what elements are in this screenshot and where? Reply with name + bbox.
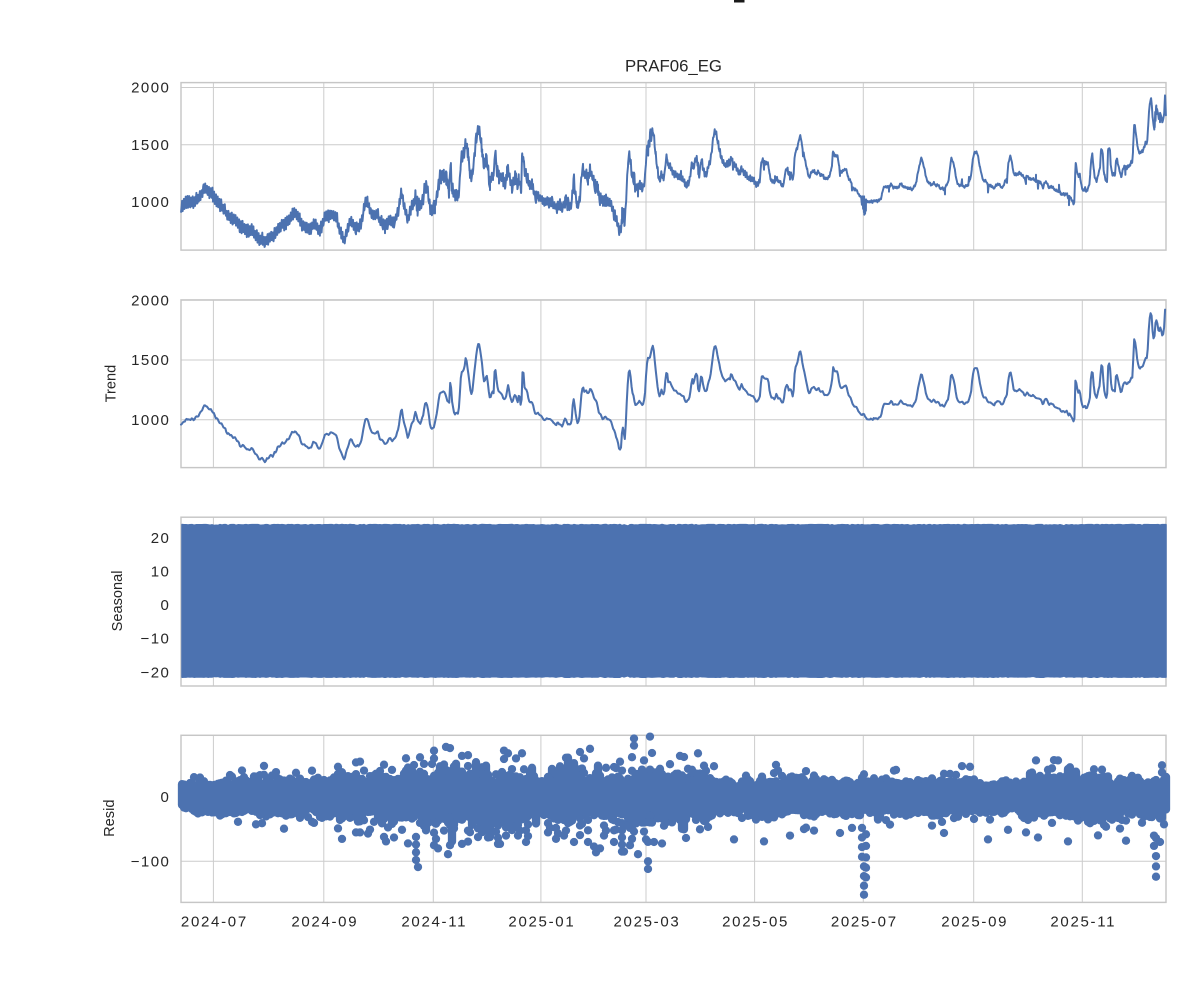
svg-text:2000: 2000 (131, 80, 170, 97)
svg-text:2024-11: 2024-11 (401, 913, 467, 930)
svg-text:PRAF06_EG: PRAF06_EG (625, 57, 722, 76)
svg-text:10: 10 (151, 564, 171, 581)
svg-text:1000: 1000 (131, 412, 170, 429)
svg-text:Seasonal: Seasonal (110, 570, 126, 631)
svg-text:0: 0 (161, 597, 171, 614)
svg-text:Trend: Trend (104, 365, 120, 403)
svg-text:−100: −100 (131, 854, 171, 871)
svg-text:2025-11: 2025-11 (1050, 913, 1116, 930)
svg-text:1500: 1500 (131, 137, 170, 154)
svg-text:−10: −10 (141, 631, 171, 648)
svg-text:1500: 1500 (131, 352, 170, 369)
svg-text:2025-05: 2025-05 (722, 913, 789, 930)
svg-text:2025-01: 2025-01 (508, 913, 575, 930)
svg-text:0: 0 (161, 789, 171, 806)
svg-text:2025-09: 2025-09 (941, 913, 1008, 930)
svg-text:1000: 1000 (131, 194, 170, 211)
svg-text:Resid: Resid (102, 800, 118, 837)
svg-text:2000: 2000 (131, 293, 170, 310)
svg-text:20: 20 (151, 530, 171, 547)
svg-text:2025-07: 2025-07 (831, 913, 898, 930)
svg-text:2024-09: 2024-09 (291, 913, 358, 930)
svg-text:2024-07: 2024-07 (181, 913, 248, 930)
svg-text:−20: −20 (141, 664, 171, 681)
svg-text:2025-03: 2025-03 (614, 913, 681, 930)
